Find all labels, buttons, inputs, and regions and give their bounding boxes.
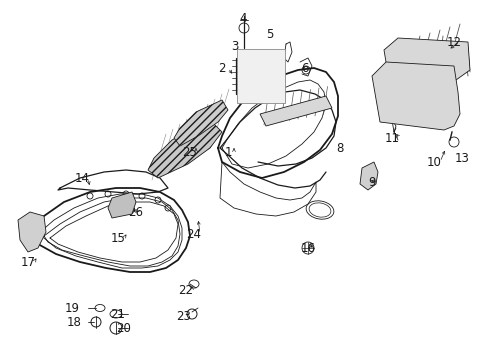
Polygon shape (383, 38, 469, 80)
Text: 5: 5 (266, 27, 273, 40)
Text: 13: 13 (454, 152, 468, 165)
Text: 9: 9 (367, 175, 375, 189)
FancyBboxPatch shape (237, 49, 285, 103)
Polygon shape (371, 62, 459, 130)
Text: 21: 21 (110, 307, 125, 320)
Polygon shape (174, 100, 227, 146)
Text: 15: 15 (110, 231, 125, 244)
Text: 24: 24 (186, 228, 201, 240)
Text: 10: 10 (426, 156, 441, 168)
Text: 2: 2 (218, 62, 225, 75)
Text: 11: 11 (384, 131, 399, 144)
Polygon shape (359, 162, 377, 190)
Polygon shape (18, 212, 46, 252)
Text: 19: 19 (64, 302, 80, 315)
Text: 18: 18 (66, 315, 81, 328)
Text: 25: 25 (182, 145, 197, 158)
Text: 17: 17 (20, 256, 36, 269)
Text: 14: 14 (74, 171, 89, 184)
Text: 3: 3 (231, 40, 238, 53)
Text: 26: 26 (128, 206, 143, 219)
Polygon shape (148, 120, 222, 178)
Text: 6: 6 (301, 62, 308, 75)
Polygon shape (108, 192, 136, 218)
Text: 22: 22 (178, 284, 193, 297)
Text: 1: 1 (224, 145, 231, 158)
Text: 8: 8 (336, 141, 343, 154)
Text: 20: 20 (116, 321, 131, 334)
Text: 12: 12 (446, 36, 461, 49)
Text: 23: 23 (176, 310, 191, 323)
Polygon shape (260, 96, 331, 126)
Text: 4: 4 (239, 12, 246, 24)
Text: 7: 7 (276, 81, 283, 94)
Text: 16: 16 (300, 242, 315, 255)
